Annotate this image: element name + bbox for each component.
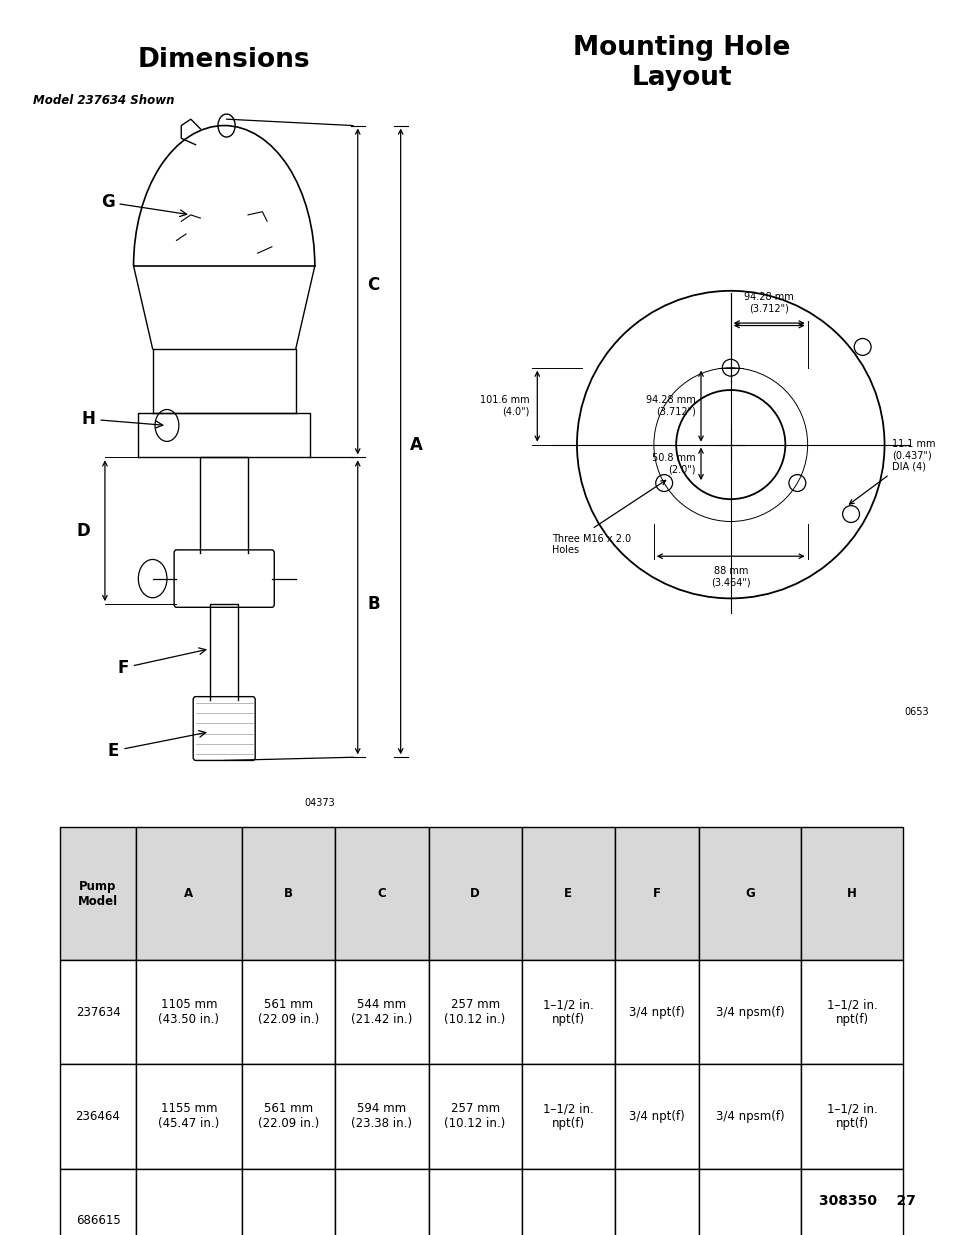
Text: Dimensions: Dimensions <box>138 47 310 73</box>
Text: 50.8 mm
(2.0"): 50.8 mm (2.0") <box>652 453 696 474</box>
Text: G: G <box>101 193 187 216</box>
Text: D: D <box>77 521 91 540</box>
Text: 04373: 04373 <box>304 798 335 809</box>
Text: 88 mm
(3.464"): 88 mm (3.464") <box>710 566 750 588</box>
Text: Three M16 x 2.0
Holes: Three M16 x 2.0 Holes <box>552 534 631 556</box>
Text: 0653: 0653 <box>903 708 928 718</box>
Text: 11.1 mm
(0.437")
DIA (4): 11.1 mm (0.437") DIA (4) <box>891 438 935 472</box>
Text: E: E <box>108 731 206 760</box>
Text: 308350    27: 308350 27 <box>818 1194 915 1208</box>
Text: H: H <box>81 410 163 429</box>
Text: F: F <box>117 648 206 677</box>
Text: 94.28 mm
(3.712"): 94.28 mm (3.712") <box>645 395 696 417</box>
Text: B: B <box>367 595 379 613</box>
Text: A: A <box>410 436 422 453</box>
Text: 94.28 mm
(3.712"): 94.28 mm (3.712") <box>743 291 793 314</box>
Text: 101.6 mm
(4.0"): 101.6 mm (4.0") <box>479 395 529 417</box>
Text: C: C <box>367 277 379 294</box>
Text: Mounting Hole
Layout: Mounting Hole Layout <box>573 35 790 90</box>
Text: Model 237634 Shown: Model 237634 Shown <box>33 94 174 106</box>
